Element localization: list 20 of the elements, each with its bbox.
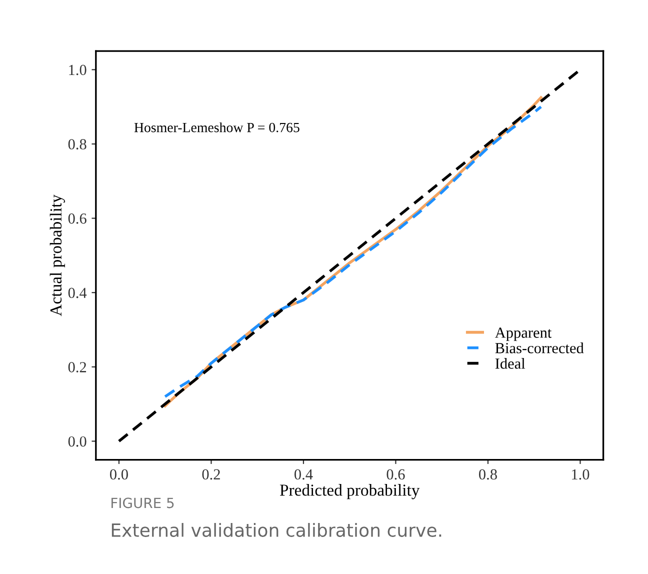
y-tick-label: 1.0 [69,64,86,76]
y-tick-label: 0.8 [68,139,86,150]
x-tick-label: 0.6 [386,469,405,480]
x-tick-label: 1.0 [572,469,590,480]
legend-label: Ideal [495,358,526,369]
y-tick-label: 0.2 [68,362,86,372]
annotation: Hosmer-Lemeshow P = 0.765 [134,122,300,132]
x-tick-label: 0.0 [110,469,128,480]
legend-label: Apparent [494,328,552,341]
legend-label: Bias-corrected [495,342,584,354]
y-tick-label: 0.0 [68,436,86,447]
y-tick-label: 0.4 [68,288,87,298]
x-axis-title: Predicted probability [280,484,420,500]
x-tick-label: 0.8 [479,469,497,480]
text: External validation calibration curve. [112,522,442,537]
caption: FIGURE 5 [112,498,174,508]
y-tick-label: 0.6 [68,213,86,224]
x-tick-label: 0.2 [202,469,220,480]
y-axis-title: Actual probability [50,194,65,316]
x-tick-label: 0.4 [294,469,313,480]
